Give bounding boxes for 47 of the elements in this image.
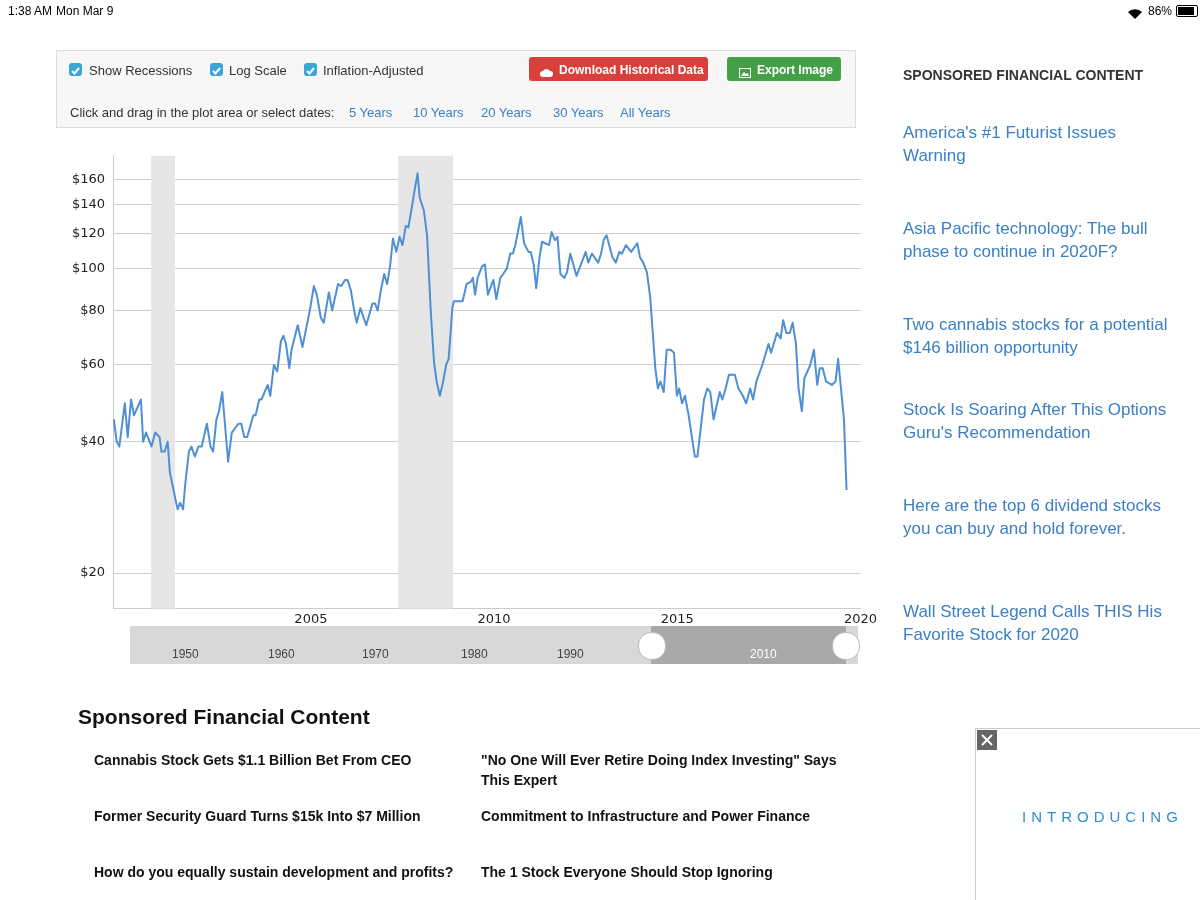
x-tick-label: 2015	[660, 610, 694, 626]
text: 86%	[1148, 4, 1173, 18]
text: Wall Street Legend Calls THIS His Favorite Stock for 2020	[903, 601, 1163, 646]
text: 1990	[557, 647, 584, 661]
text: 1960	[268, 647, 295, 661]
y-tick-label: $20	[80, 564, 106, 580]
text: 20 Years	[481, 105, 532, 120]
text: SPONSORED FINANCIAL CONTENT	[903, 67, 1144, 83]
text: The 1 Stock Everyone Should Stop Ignoring	[481, 863, 774, 882]
x-tick-label: 2010	[477, 610, 511, 626]
text: Former Security Guard Turns $15k Into $7 Million	[94, 807, 422, 826]
text: 1950	[172, 647, 199, 661]
x-tick-label: 2005	[294, 610, 328, 626]
y-tick-label: $160	[71, 170, 106, 186]
text: Show Recessions	[89, 63, 193, 78]
text: 2010	[750, 647, 777, 661]
x-tick-label: 2020	[843, 610, 877, 626]
text: Stock Is Soaring After This Options Guru's Recommendation	[903, 399, 1168, 444]
text: Sponsored Financial Content	[78, 705, 370, 729]
text: Inflation-Adjusted	[323, 63, 424, 78]
y-tick-label: $100	[71, 259, 106, 275]
text: Cannabis Stock Gets $1.1 Billion Bet From CEO	[94, 751, 413, 770]
text: 5 Years	[349, 105, 393, 120]
text: How do you equally sustain development and profits?	[94, 863, 455, 882]
text: Log Scale	[229, 63, 287, 78]
text: Click and drag in the plot area or select dates:	[70, 105, 335, 120]
text: Here are the top 6 dividend stocks you can buy and hold forever.	[903, 495, 1162, 540]
text: Mon Mar 9	[56, 4, 114, 18]
text: 10 Years	[413, 105, 464, 120]
text: America's #1 Futurist Issues Warning	[903, 122, 1117, 167]
text: Download Historical Data	[559, 63, 704, 77]
text: 1970	[362, 647, 389, 661]
text: 30 Years	[553, 105, 604, 120]
text: Export Image	[757, 63, 834, 77]
text: INTRODUCING	[1022, 808, 1183, 825]
y-tick-label: $140	[71, 195, 106, 211]
y-tick-label: $60	[80, 356, 106, 372]
text: Two cannabis stocks for a potential $146 billion opportunity	[903, 314, 1169, 359]
text: All Years	[620, 105, 671, 120]
text: 1980	[461, 647, 488, 661]
text: Asia Pacific technology: The bull phase to continue in 2020F?	[903, 218, 1149, 263]
text: Commitment to Infrastructure and Power Finance	[481, 807, 812, 826]
y-tick-label: $120	[71, 225, 106, 241]
text: "No One Will Ever Retire Doing Index Investing" Says This Expert	[481, 751, 838, 790]
text: 1:38 AM	[8, 4, 53, 18]
y-tick-label: $40	[80, 433, 106, 449]
y-tick-label: $80	[80, 301, 106, 317]
